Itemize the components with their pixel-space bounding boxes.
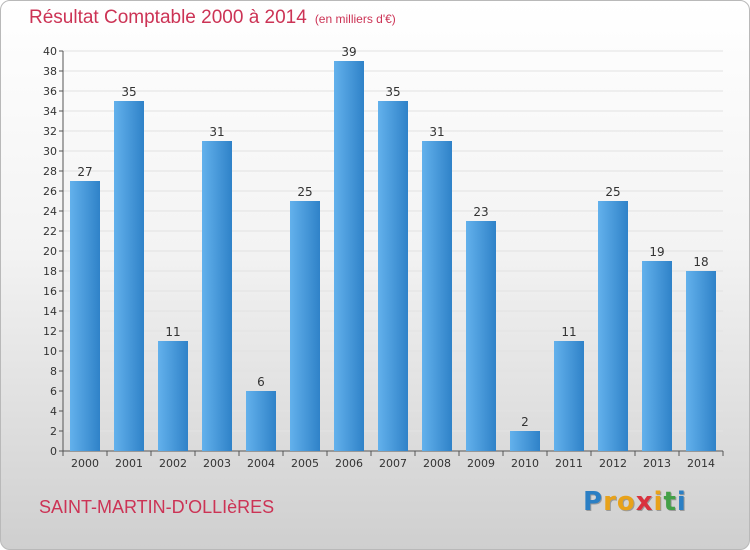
x-tick-label: 2001 bbox=[115, 457, 143, 470]
bar-2007 bbox=[378, 101, 408, 451]
y-tick-label: 30 bbox=[43, 145, 57, 158]
x-tick-label: 2007 bbox=[379, 457, 407, 470]
data-label: 25 bbox=[605, 185, 620, 199]
labels: 27 2000 35 2001 11 2002 31 2003 6 2004 25 2005 39 200… bbox=[71, 45, 715, 470]
logo-letter: P bbox=[583, 487, 604, 517]
logo-letter: i bbox=[676, 487, 687, 517]
y-tick-label: 20 bbox=[43, 245, 57, 258]
x-tick-label: 2008 bbox=[423, 457, 451, 470]
bar-2010 bbox=[510, 431, 540, 451]
x-tick-label: 2009 bbox=[467, 457, 495, 470]
x-tick-label: 2013 bbox=[643, 457, 671, 470]
logo-letter: o bbox=[616, 487, 636, 517]
y-tick-label: 10 bbox=[43, 345, 57, 358]
y-tick-label: 36 bbox=[43, 85, 57, 98]
commune-name: SAINT-MARTIN-D'OLLIèRES bbox=[39, 497, 275, 517]
bar-2005 bbox=[290, 201, 320, 451]
bar-2002 bbox=[158, 341, 188, 451]
x-tick-label: 2011 bbox=[555, 457, 583, 470]
y-tick-label: 40 bbox=[43, 45, 57, 58]
data-label: 39 bbox=[341, 45, 356, 59]
x-tick-label: 2010 bbox=[511, 457, 539, 470]
bar-2012 bbox=[598, 201, 628, 451]
bar-2013 bbox=[642, 261, 672, 451]
y-tick-label: 16 bbox=[43, 285, 57, 298]
x-tick-label: 2004 bbox=[247, 457, 275, 470]
bars bbox=[70, 61, 716, 451]
y-tick-label: 18 bbox=[43, 265, 57, 278]
data-label: 6 bbox=[257, 375, 265, 389]
y-tick-label: 6 bbox=[50, 385, 57, 398]
x-tick-label: 2005 bbox=[291, 457, 319, 470]
bar-2009 bbox=[466, 221, 496, 451]
y-tick-label: 38 bbox=[43, 65, 57, 78]
data-label: 19 bbox=[649, 245, 664, 259]
bar-2008 bbox=[422, 141, 452, 451]
x-tick-label: 2012 bbox=[599, 457, 627, 470]
bar-2000 bbox=[70, 181, 100, 451]
y-tick-label: 2 bbox=[50, 425, 57, 438]
data-label: 31 bbox=[209, 125, 224, 139]
data-label: 18 bbox=[693, 255, 708, 269]
y-tick-label: 12 bbox=[43, 325, 57, 338]
bar-2004 bbox=[246, 391, 276, 451]
bar-2006 bbox=[334, 61, 364, 451]
x-tick-label: 2003 bbox=[203, 457, 231, 470]
bar-2011 bbox=[554, 341, 584, 451]
y-tick-label: 28 bbox=[43, 165, 57, 178]
x-tick-label: 2000 bbox=[71, 457, 99, 470]
data-label: 11 bbox=[165, 325, 180, 339]
y-tick-label: 14 bbox=[43, 305, 57, 318]
data-label: 11 bbox=[561, 325, 576, 339]
chart-title-block: Résultat Comptable 2000 à 2014 (en millie… bbox=[29, 7, 396, 29]
bar-2003 bbox=[202, 141, 232, 451]
data-label: 27 bbox=[77, 165, 92, 179]
bar-2014 bbox=[686, 271, 716, 451]
data-label: 35 bbox=[385, 85, 400, 99]
logo-letter: r bbox=[603, 487, 617, 517]
x-tick-label: 2002 bbox=[159, 457, 187, 470]
bar-2001 bbox=[114, 101, 144, 451]
logo-letter: i bbox=[653, 487, 664, 517]
data-label: 31 bbox=[429, 125, 444, 139]
y-tick-label: 4 bbox=[50, 405, 57, 418]
y-tick-label: 34 bbox=[43, 105, 57, 118]
x-tick-label: 2014 bbox=[687, 457, 715, 470]
logo-letter: t bbox=[663, 487, 677, 517]
y-tick-label: 8 bbox=[50, 365, 57, 378]
data-label: 25 bbox=[297, 185, 312, 199]
data-label: 23 bbox=[473, 205, 488, 219]
y-tick-label: 22 bbox=[43, 225, 57, 238]
chart-title: Résultat Comptable 2000 à 2014 bbox=[29, 7, 307, 28]
y-tick-label: 32 bbox=[43, 125, 57, 138]
x-tick-label: 2006 bbox=[335, 457, 363, 470]
data-label: 35 bbox=[121, 85, 136, 99]
chart-unit: (en milliers d'€) bbox=[314, 12, 396, 26]
y-tick-label: 26 bbox=[43, 185, 57, 198]
y-tick-label: 0 bbox=[50, 445, 57, 458]
proxiti-logo[interactable]: Proxiti bbox=[583, 487, 687, 517]
logo-letter: x bbox=[635, 487, 654, 517]
y-tick-label: 24 bbox=[43, 205, 57, 218]
data-label: 2 bbox=[521, 415, 529, 429]
